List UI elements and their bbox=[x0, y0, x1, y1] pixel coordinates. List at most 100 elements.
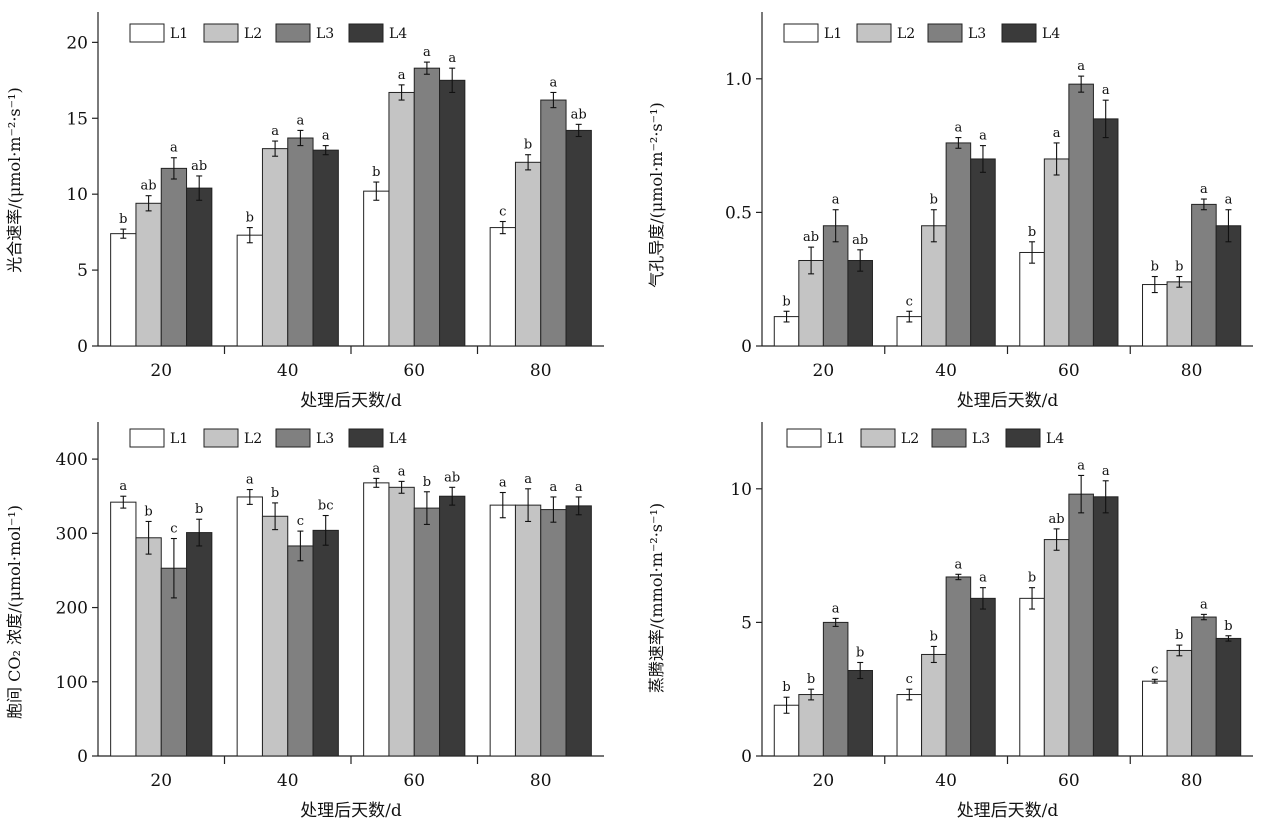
legend-label: L2 bbox=[244, 431, 262, 447]
significance-label: a bbox=[246, 473, 254, 488]
legend-label: L4 bbox=[389, 26, 407, 42]
significance-label: a bbox=[1200, 182, 1208, 197]
significance-label: b bbox=[1151, 260, 1159, 275]
significance-label: a bbox=[448, 51, 456, 66]
legend-swatch bbox=[348, 428, 384, 448]
legend-swatch bbox=[129, 23, 165, 43]
significance-label: a bbox=[1053, 126, 1061, 141]
y-axis-label: 蒸腾速率/(mmol·m⁻²·s⁻¹) bbox=[647, 503, 666, 693]
significance-label: c bbox=[906, 672, 913, 687]
y-tick-label: 0 bbox=[77, 337, 88, 357]
bar bbox=[896, 694, 923, 757]
bar bbox=[1191, 616, 1217, 757]
legend-swatch bbox=[1005, 428, 1041, 448]
bar bbox=[540, 509, 567, 757]
bar bbox=[847, 669, 873, 757]
significance-label: b bbox=[195, 502, 203, 517]
significance-label: b bbox=[119, 212, 127, 227]
bar bbox=[1142, 284, 1168, 347]
bar bbox=[363, 482, 390, 757]
significance-label: b bbox=[1028, 571, 1036, 586]
legend-swatch bbox=[275, 23, 311, 43]
bar bbox=[236, 234, 263, 347]
significance-label: a bbox=[1077, 458, 1085, 473]
x-tick-label: 20 bbox=[150, 361, 172, 381]
legend-swatch bbox=[931, 428, 967, 448]
x-tick-label: 60 bbox=[403, 771, 425, 791]
significance-label: b bbox=[271, 486, 279, 501]
bar bbox=[287, 545, 314, 757]
bar bbox=[439, 79, 466, 347]
legend-swatch bbox=[856, 23, 892, 43]
x-tick-label: 40 bbox=[277, 771, 299, 791]
significance-label: a bbox=[372, 461, 380, 476]
significance-label: a bbox=[398, 68, 406, 83]
y-tick-label: 300 bbox=[56, 524, 88, 544]
bar bbox=[798, 259, 824, 347]
y-axis-label: 光合速率/(μmol·m⁻²·s⁻¹) bbox=[5, 87, 24, 272]
bar bbox=[186, 532, 213, 757]
bar bbox=[413, 67, 441, 347]
x-tick-label: 80 bbox=[530, 771, 552, 791]
significance-label: ab bbox=[141, 179, 157, 194]
x-tick-label: 20 bbox=[150, 771, 172, 791]
significance-label: b bbox=[372, 165, 380, 180]
significance-label: b bbox=[1028, 225, 1036, 240]
x-tick-label: 20 bbox=[813, 771, 835, 791]
legend-swatch bbox=[927, 23, 963, 43]
significance-label: b bbox=[807, 672, 815, 687]
y-tick-label: 5 bbox=[77, 261, 88, 281]
legend-label: L1 bbox=[824, 26, 842, 42]
y-tick-label: 200 bbox=[56, 599, 88, 619]
bar bbox=[822, 225, 849, 347]
legend-swatch bbox=[786, 428, 822, 448]
bar bbox=[970, 597, 996, 757]
y-tick-label: 0 bbox=[741, 337, 752, 357]
bar bbox=[312, 149, 339, 347]
bar bbox=[514, 504, 542, 757]
y-tick-label: 0 bbox=[77, 747, 88, 767]
bar bbox=[822, 621, 849, 757]
significance-label: a bbox=[1102, 83, 1110, 98]
y-tick-label: 0 bbox=[741, 747, 752, 767]
bar bbox=[1215, 637, 1242, 757]
significance-label: ab bbox=[1049, 512, 1065, 527]
significance-label: b bbox=[524, 138, 532, 153]
legend-label: L4 bbox=[1042, 26, 1060, 42]
legend-swatch bbox=[129, 428, 165, 448]
significance-label: b bbox=[423, 475, 431, 490]
bar bbox=[287, 137, 314, 347]
bar bbox=[135, 537, 162, 757]
significance-label: b bbox=[144, 504, 152, 519]
x-tick-label: 40 bbox=[277, 361, 299, 381]
bar bbox=[565, 129, 592, 347]
significance-label: a bbox=[1200, 597, 1208, 612]
legend-label: L2 bbox=[897, 26, 915, 42]
x-tick-label: 20 bbox=[813, 361, 835, 381]
bar bbox=[236, 496, 263, 757]
significance-label: a bbox=[979, 571, 987, 586]
bar bbox=[1191, 203, 1217, 347]
bar bbox=[1043, 539, 1070, 757]
significance-label: ab bbox=[444, 470, 460, 485]
bar bbox=[921, 653, 947, 757]
significance-label: a bbox=[170, 141, 178, 156]
x-tick-label: 60 bbox=[1058, 771, 1080, 791]
x-tick-label: 60 bbox=[1058, 361, 1080, 381]
bar bbox=[363, 190, 390, 347]
legend-label: L3 bbox=[316, 431, 334, 447]
significance-label: ab bbox=[852, 233, 868, 248]
legend-swatch bbox=[203, 428, 239, 448]
bar bbox=[847, 259, 873, 347]
x-tick-label: 80 bbox=[1181, 771, 1203, 791]
bar bbox=[1166, 281, 1193, 347]
significance-label: a bbox=[1225, 193, 1233, 208]
bar bbox=[565, 505, 592, 757]
bar bbox=[1092, 496, 1119, 757]
bar bbox=[1215, 225, 1242, 347]
bar bbox=[540, 99, 567, 347]
